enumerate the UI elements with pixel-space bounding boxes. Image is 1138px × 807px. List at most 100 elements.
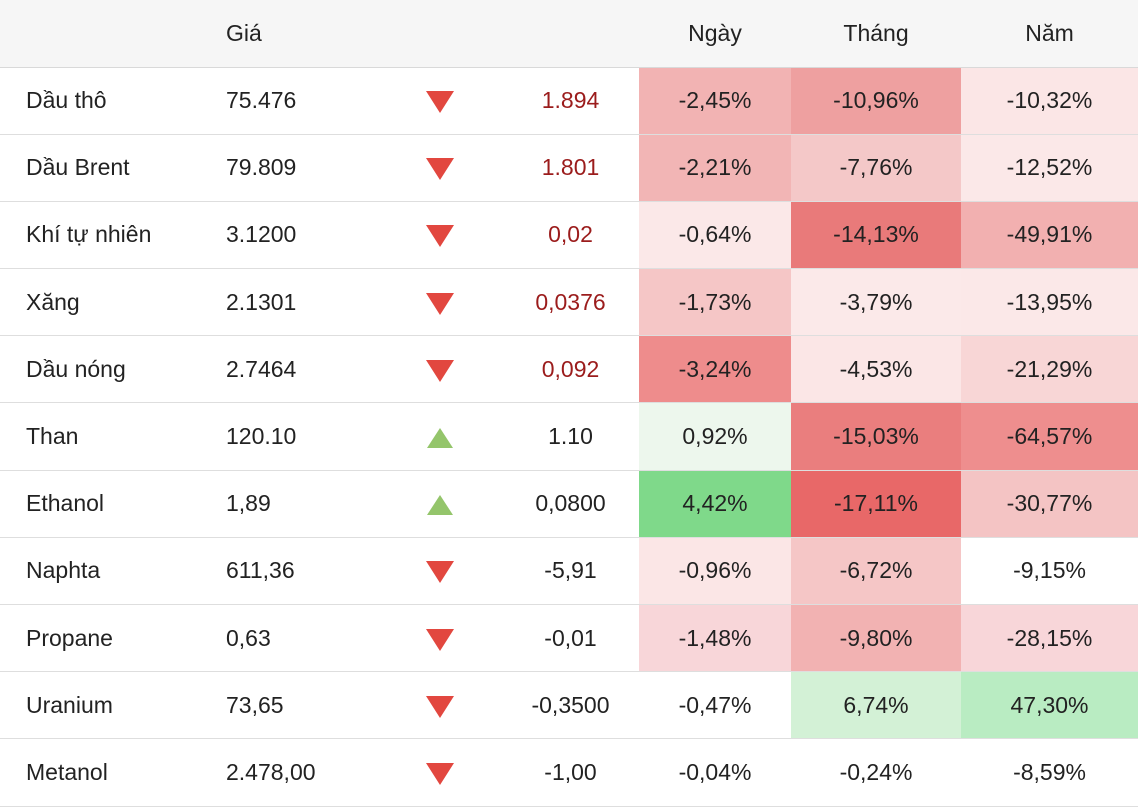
month-percent: -7,76%	[791, 134, 961, 202]
commodity-name[interactable]: Than	[0, 402, 226, 471]
day-percent: -1,48%	[639, 604, 791, 673]
month-percent: -14,13%	[791, 201, 961, 270]
direction-cell	[378, 537, 502, 606]
table-row[interactable]: Than 120.10 1.10 0,92% -15,03% -64,57%	[0, 402, 1138, 471]
header-price[interactable]: Giá	[226, 0, 378, 68]
commodity-name[interactable]: Dầu thô	[0, 67, 226, 135]
commodity-name[interactable]: Propane	[0, 604, 226, 673]
direction-cell	[378, 201, 502, 270]
month-percent: -3,79%	[791, 268, 961, 337]
table-header: Giá Ngày Tháng Năm	[0, 0, 1138, 68]
month-percent: -9,80%	[791, 604, 961, 673]
day-percent: -1,73%	[639, 268, 791, 337]
header-year[interactable]: Năm	[961, 0, 1138, 68]
triangle-up-icon	[427, 427, 453, 448]
direction-cell	[378, 470, 502, 538]
day-percent: 4,42%	[639, 470, 791, 538]
year-percent: -8,59%	[961, 738, 1138, 807]
commodity-name[interactable]: Dầu nóng	[0, 335, 226, 404]
change-value: 0,02	[502, 201, 639, 270]
table-row[interactable]: Uranium 73,65 -0,3500 -0,47% 6,74% 47,30%	[0, 671, 1138, 740]
day-percent: -0,64%	[639, 201, 791, 270]
change-value: -0,01	[502, 604, 639, 673]
direction-cell	[378, 738, 502, 807]
direction-cell	[378, 671, 502, 740]
change-value: -0,3500	[502, 671, 639, 740]
table-row[interactable]: Naphta 611,36 -5,91 -0,96% -6,72% -9,15%	[0, 537, 1138, 606]
price-value: 2.1301	[226, 268, 378, 337]
direction-cell	[378, 335, 502, 404]
price-value: 75.476	[226, 67, 378, 135]
table-row[interactable]: Dầu nóng 2.7464 0,092 -3,24% -4,53% -21,29%	[0, 335, 1138, 404]
month-percent: -17,11%	[791, 470, 961, 538]
triangle-down-icon	[426, 695, 454, 718]
direction-cell	[378, 604, 502, 673]
year-percent: -30,77%	[961, 470, 1138, 538]
day-percent: -0,47%	[639, 671, 791, 740]
change-value: 0,0376	[502, 268, 639, 337]
table-row[interactable]: Metanol 2.478,00 -1,00 -0,04% -0,24% -8,59%	[0, 738, 1138, 807]
commodity-name[interactable]: Ethanol	[0, 470, 226, 538]
table-row[interactable]: Xăng 2.1301 0,0376 -1,73% -3,79% -13,95%	[0, 268, 1138, 337]
year-percent: -21,29%	[961, 335, 1138, 404]
change-value: 0,0800	[502, 470, 639, 538]
triangle-down-icon	[426, 158, 454, 181]
price-value: 3.1200	[226, 201, 378, 270]
table-row[interactable]: Ethanol 1,89 0,0800 4,42% -17,11% -30,77%	[0, 470, 1138, 538]
commodity-name[interactable]: Metanol	[0, 738, 226, 807]
commodity-name[interactable]: Naphta	[0, 537, 226, 606]
month-percent: -6,72%	[791, 537, 961, 606]
year-percent: -9,15%	[961, 537, 1138, 606]
triangle-down-icon	[426, 359, 454, 382]
commodity-name[interactable]: Xăng	[0, 268, 226, 337]
price-value: 2.478,00	[226, 738, 378, 807]
day-percent: 0,92%	[639, 402, 791, 471]
price-value: 1,89	[226, 470, 378, 538]
price-value: 120.10	[226, 402, 378, 471]
year-percent: -12,52%	[961, 134, 1138, 202]
change-value: 1.894	[502, 67, 639, 135]
table-row[interactable]: Propane 0,63 -0,01 -1,48% -9,80% -28,15%	[0, 604, 1138, 673]
change-value: 1.10	[502, 402, 639, 471]
header-month[interactable]: Tháng	[791, 0, 961, 68]
triangle-down-icon	[426, 628, 454, 651]
header-direction	[378, 0, 502, 68]
triangle-down-icon	[426, 762, 454, 785]
month-percent: -4,53%	[791, 335, 961, 404]
triangle-down-icon	[426, 561, 454, 584]
header-change	[502, 0, 639, 68]
table-row[interactable]: Khí tự nhiên 3.1200 0,02 -0,64% -14,13% -49,9…	[0, 201, 1138, 270]
triangle-down-icon	[426, 292, 454, 315]
change-value: 0,092	[502, 335, 639, 404]
direction-cell	[378, 67, 502, 135]
month-percent: -0,24%	[791, 738, 961, 807]
month-percent: 6,74%	[791, 671, 961, 740]
year-percent: -13,95%	[961, 268, 1138, 337]
year-percent: -10,32%	[961, 67, 1138, 135]
triangle-down-icon	[426, 225, 454, 248]
year-percent: 47,30%	[961, 671, 1138, 740]
table-row[interactable]: Dầu thô 75.476 1.894 -2,45% -10,96% -10,32%	[0, 67, 1138, 135]
price-value: 0,63	[226, 604, 378, 673]
commodity-name[interactable]: Uranium	[0, 671, 226, 740]
day-percent: -0,04%	[639, 738, 791, 807]
price-value: 73,65	[226, 671, 378, 740]
day-percent: -0,96%	[639, 537, 791, 606]
triangle-down-icon	[426, 91, 454, 114]
price-value: 79.809	[226, 134, 378, 202]
change-value: -1,00	[502, 738, 639, 807]
header-day[interactable]: Ngày	[639, 0, 791, 68]
direction-cell	[378, 402, 502, 471]
month-percent: -10,96%	[791, 67, 961, 135]
header-row: Giá Ngày Tháng Năm	[0, 0, 1138, 68]
day-percent: -2,45%	[639, 67, 791, 135]
month-percent: -15,03%	[791, 402, 961, 471]
table-row[interactable]: Dầu Brent 79.809 1.801 -2,21% -7,76% -12,52%	[0, 134, 1138, 202]
header-name	[0, 0, 226, 68]
table-body: Dầu thô 75.476 1.894 -2,45% -10,96% -10,32% Dầ…	[0, 67, 1138, 807]
year-percent: -64,57%	[961, 402, 1138, 471]
day-percent: -2,21%	[639, 134, 791, 202]
commodity-name[interactable]: Khí tự nhiên	[0, 201, 226, 270]
price-value: 611,36	[226, 537, 378, 606]
commodity-name[interactable]: Dầu Brent	[0, 134, 226, 202]
